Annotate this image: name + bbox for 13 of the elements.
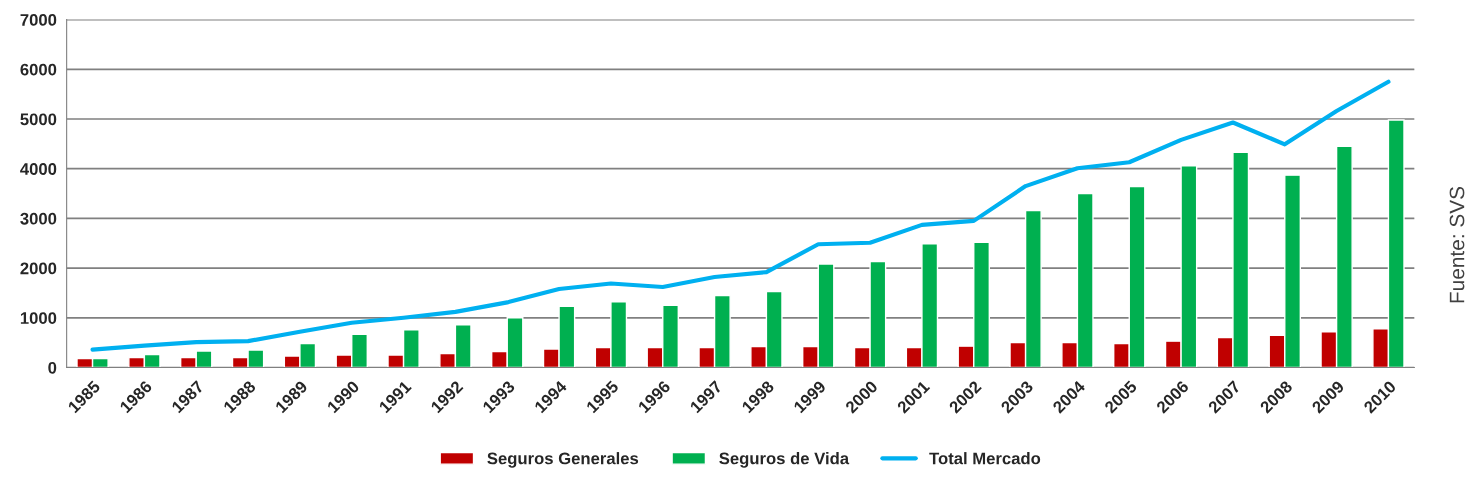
y-tick-label: 4000 xyxy=(20,163,57,175)
y-tick-label: 7000 xyxy=(20,14,57,26)
line-series xyxy=(90,79,1391,352)
y-tick-label: 0 xyxy=(48,361,57,374)
source-note: Fuente: SVS xyxy=(1449,186,1465,303)
y-tick-label: 6000 xyxy=(20,63,57,76)
legend-label: Total Mercado xyxy=(929,452,1041,465)
legend-label: Seguros de Vida xyxy=(719,452,850,468)
y-tick-label: 5000 xyxy=(20,113,57,126)
y-tick-label: 3000 xyxy=(20,212,57,225)
y-tick-label: 2000 xyxy=(20,262,57,275)
y-tick-label: 1000 xyxy=(20,312,57,324)
legend-label: Seguros Generales xyxy=(487,452,639,468)
